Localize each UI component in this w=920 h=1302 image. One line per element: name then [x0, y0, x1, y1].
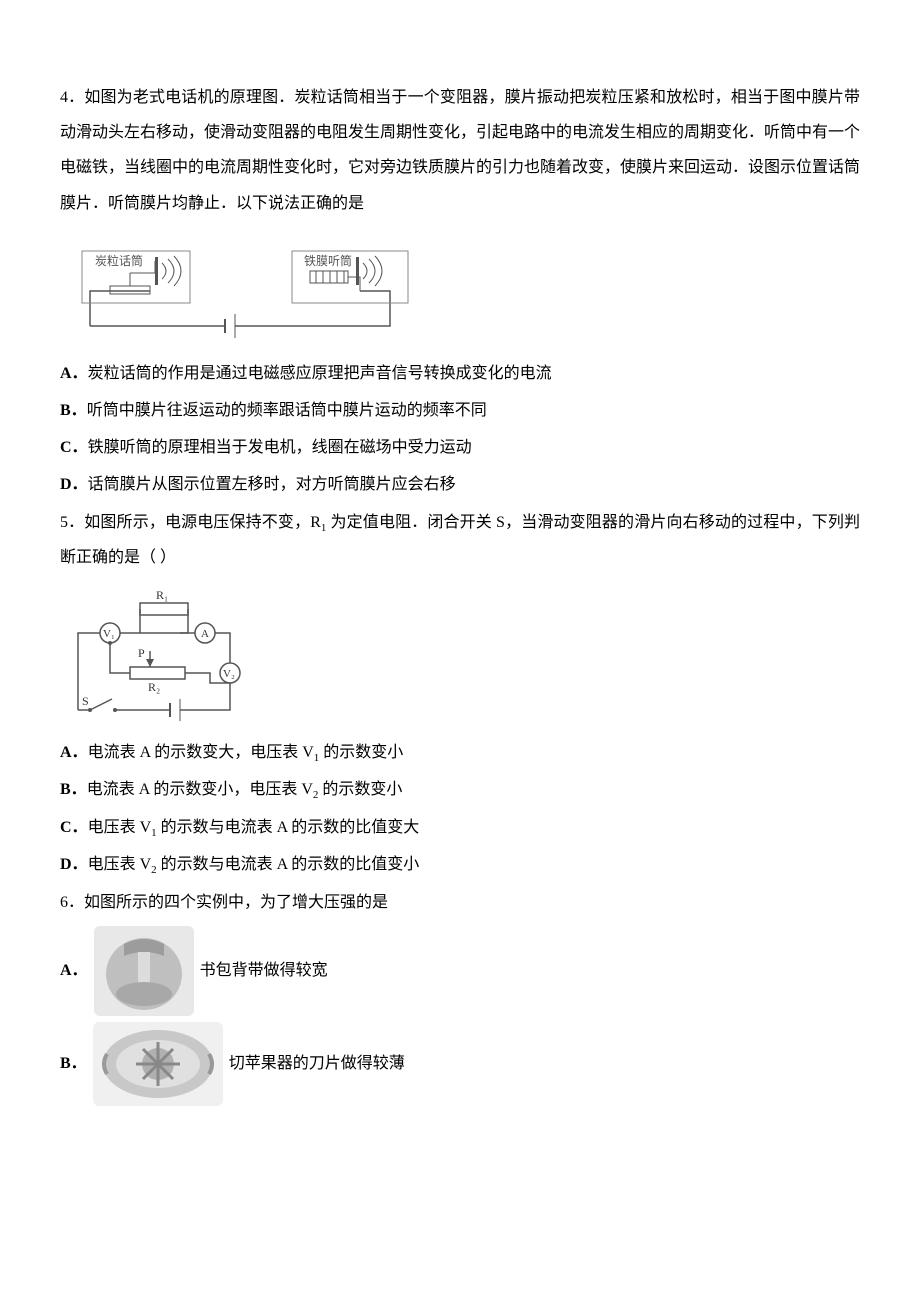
q5-stem: 5．如图所示，电源电压保持不变，R1 为定值电阻．闭合开关 S，当滑动变阻器的滑… [60, 505, 860, 576]
q4-stem: 4．如图为老式电话机的原理图．炭粒话筒相当于一个变阻器，膜片振动把炭粒压紧和放松… [60, 80, 860, 221]
q4-right-label: 铁膜听筒 [304, 253, 352, 268]
q4-option-a: A．炭粒话筒的作用是通过电磁感应原理把声音信号转换成变化的电流 [60, 356, 860, 391]
q4-left-membrane [155, 257, 158, 285]
q6-a-image [94, 926, 194, 1016]
opt-label-b2: B． [60, 781, 87, 798]
q5-option-b: B．电流表 A 的示数变小，电压表 V2 的示数变小 [60, 772, 860, 807]
q4-option-b: B．听筒中膜片往返运动的频率跟话筒中膜片运动的频率不同 [60, 393, 860, 428]
q6-stem: 6．如图所示的四个实例中，为了增大压强的是 [60, 885, 860, 920]
q5-s-node-r [113, 708, 117, 712]
q5-stem-a: 5．如图所示，电源电压保持不变，R [60, 514, 321, 531]
q5-r2-rect [130, 667, 185, 679]
q5-a-b: 的示数变小 [319, 744, 403, 761]
q5-v1-label: V₁ [103, 628, 115, 640]
q4-right-membrane [356, 257, 359, 285]
q5-figure: S V₁ R₁ A V₂ R₂ P [60, 585, 860, 725]
q4-c-text: 铁膜听筒的原理相当于发电机，线圈在磁场中受力运动 [88, 439, 472, 456]
q4-option-d: D．话筒膜片从图示位置左移时，对方听筒膜片应会右移 [60, 467, 860, 502]
opt-label-d2: D． [60, 856, 88, 873]
q6-b-image [93, 1022, 223, 1106]
q6-option-a: A． 书包背带做得较宽 [60, 926, 860, 1016]
q6-b-text: 切苹果器的刀片做得较薄 [229, 1046, 405, 1081]
q4-figure: 炭粒话筒 铁膜听筒 [60, 231, 860, 346]
q6-option-b: B． 切苹果器的刀片做得较薄 [60, 1022, 860, 1106]
q5-s-label: S [82, 694, 89, 708]
opt-label-b: B． [60, 402, 87, 419]
q4-option-c: C．铁膜听筒的原理相当于发电机，线圈在磁场中受力运动 [60, 430, 860, 465]
opt-label-c2: C． [60, 819, 88, 836]
q5-p-label: P [138, 646, 145, 660]
q5-option-a: A．电流表 A 的示数变大，电压表 V1 的示数变小 [60, 735, 860, 770]
q5-r2-label: R₂ [148, 680, 160, 694]
q5-c-b: 的示数与电流表 A 的示数的比值变大 [157, 819, 420, 836]
opt-label-c: C． [60, 439, 88, 456]
q5-b-a: 电流表 A 的示数变小，电压表 V [87, 781, 313, 798]
q5-r1-rect [140, 603, 188, 615]
q5-v2-label: V₂ [223, 668, 235, 680]
q5-c-a: 电压表 V [88, 819, 152, 836]
q4-left-label: 炭粒话筒 [95, 253, 143, 268]
q5-a-label: A [201, 628, 209, 640]
opt-label-a: A． [60, 365, 88, 382]
q5-a-a: 电流表 A 的示数变大，电压表 V [88, 744, 314, 761]
q4-a-text: 炭粒话筒的作用是通过电磁感应原理把声音信号转换成变化的电流 [88, 365, 552, 382]
q5-b-b: 的示数变小 [318, 781, 402, 798]
q5-d-a: 电压表 V [88, 856, 152, 873]
opt-label-b3: B． [60, 1046, 87, 1081]
q4-fig-bg [60, 231, 430, 346]
q4-d-text: 话筒膜片从图示位置左移时，对方听筒膜片应会右移 [88, 476, 456, 493]
q5-r1-label: R₁ [156, 588, 168, 602]
q6-a-text: 书包背带做得较宽 [200, 953, 328, 988]
opt-label-a3: A． [60, 953, 88, 988]
opt-label-d: D． [60, 476, 88, 493]
q4-b-text: 听筒中膜片往返运动的频率跟话筒中膜片运动的频率不同 [87, 402, 487, 419]
q5-node1 [108, 641, 112, 645]
q5-option-c: C．电压表 V1 的示数与电流表 A 的示数的比值变大 [60, 810, 860, 845]
q5-option-d: D．电压表 V2 的示数与电流表 A 的示数的比值变小 [60, 847, 860, 882]
q5-d-b: 的示数与电流表 A 的示数的比值变小 [157, 856, 420, 873]
opt-label-a2: A． [60, 744, 88, 761]
